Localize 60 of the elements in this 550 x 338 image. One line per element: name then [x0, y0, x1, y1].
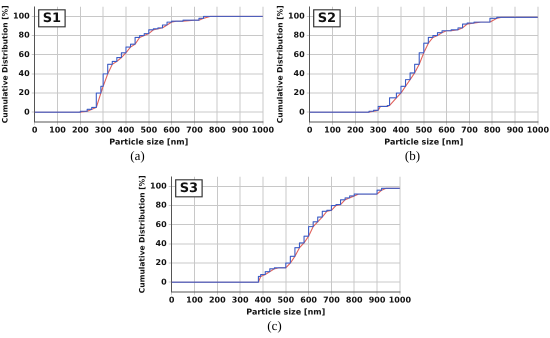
y-tick-label: 20 — [294, 88, 306, 98]
x-tick-label: 300 — [232, 296, 249, 305]
y-tick-label: 60 — [294, 50, 306, 59]
y-tick-label: 40 — [18, 68, 30, 78]
x-tick-label: 500 — [415, 126, 433, 135]
chart-title: S1 — [42, 11, 62, 26]
x-tick-label: 100 — [186, 296, 204, 305]
x-tick-label: 600 — [300, 296, 318, 305]
x-tick-label: 800 — [208, 126, 226, 135]
x-tick-label: 300 — [94, 126, 112, 135]
x-tick-label: 1000 — [388, 296, 412, 305]
x-tick-label: 200 — [72, 126, 90, 135]
y-tick-label: 80 — [294, 30, 306, 40]
x-tick-label: 900 — [368, 296, 386, 305]
chart-title: S2 — [318, 11, 336, 26]
y-tick-label: 0 — [299, 107, 306, 116]
x-tick-label: 600 — [163, 126, 180, 135]
y-tick-label: 80 — [18, 30, 30, 40]
x-axis-title: Particle size [nm] — [246, 307, 326, 316]
y-tick-label: 100 — [288, 11, 306, 20]
x-tick-label: 300 — [370, 126, 387, 135]
x-tick-label: 400 — [392, 126, 410, 135]
x-tick-label: 600 — [438, 126, 456, 135]
x-tick-label: 200 — [208, 296, 226, 305]
x-tick-label: 1000 — [526, 126, 550, 135]
x-tick-label: 800 — [346, 296, 364, 305]
x-tick-label: 500 — [140, 126, 158, 135]
x-tick-label: 700 — [186, 126, 204, 135]
y-tick-label: 0 — [161, 277, 168, 286]
x-tick-label: 100 — [49, 126, 66, 135]
y-tick-label: 40 — [294, 68, 306, 78]
x-tick-label: 1000 — [252, 126, 274, 135]
x-tick-label: 900 — [506, 126, 524, 135]
x-tick-label: 700 — [461, 126, 478, 135]
x-tick-label: 0 — [32, 126, 38, 135]
x-tick-label: 800 — [484, 126, 502, 135]
y-tick-label: 60 — [18, 50, 30, 59]
x-tick-label: 700 — [323, 296, 340, 305]
y-tick-label: 0 — [24, 107, 30, 116]
y-tick-label: 60 — [156, 220, 168, 229]
text: (c) — [266, 318, 283, 334]
y-tick-label: 40 — [156, 238, 168, 248]
x-axis-title: Particle size [nm] — [384, 137, 464, 146]
y-tick-label: 20 — [18, 88, 30, 98]
y-tick-label: 20 — [156, 258, 168, 268]
x-tick-label: 0 — [168, 296, 175, 305]
x-tick-label: 200 — [346, 126, 364, 135]
text: (a) — [129, 148, 146, 164]
x-axis-title: Particle size [nm] — [109, 137, 188, 146]
x-tick-label: 500 — [277, 296, 295, 305]
y-tick-label: 100 — [12, 11, 30, 20]
x-tick-label: 0 — [306, 126, 313, 135]
chart-title: S3 — [180, 181, 198, 196]
text: (b) — [404, 148, 422, 164]
y-tick-label: 100 — [150, 181, 168, 190]
y-tick-label: 80 — [156, 200, 168, 210]
x-tick-label: 400 — [254, 296, 272, 305]
x-tick-label: 400 — [118, 126, 135, 135]
x-tick-label: 900 — [232, 126, 249, 135]
x-tick-label: 100 — [324, 126, 342, 135]
